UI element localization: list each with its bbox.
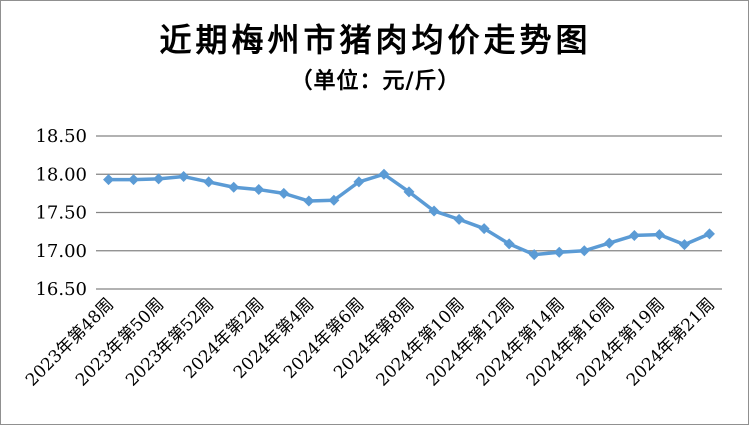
y-axis-tick-label: 17.00 <box>35 241 87 262</box>
data-point-marker <box>303 195 315 207</box>
data-point-marker <box>553 246 565 258</box>
y-axis-tick-label: 18.00 <box>35 164 87 185</box>
x-axis-tick-label: 2023年第50周 <box>72 294 168 390</box>
chart-title: 近期梅州市猪肉均价走势图 <box>159 21 592 59</box>
data-point-marker <box>203 176 215 188</box>
x-axis-tick-label: 2023年第52周 <box>122 294 218 390</box>
data-point-marker <box>353 176 365 188</box>
x-axis-tick-label: 2024年第14周 <box>473 294 569 390</box>
data-point-marker <box>128 174 140 186</box>
x-axis-tick-label: 2023年第48周 <box>22 294 118 390</box>
data-point-marker <box>653 229 665 241</box>
y-axis-tick-label: 18.50 <box>35 126 87 147</box>
price-line <box>106 172 712 257</box>
data-point-marker <box>478 223 490 235</box>
data-point-marker <box>503 238 515 250</box>
data-point-marker <box>578 245 590 257</box>
data-point-marker <box>153 173 165 185</box>
data-point-marker <box>703 228 715 240</box>
data-point-marker <box>253 184 265 196</box>
data-point-marker <box>278 187 290 199</box>
y-axis-tick-label: 17.50 <box>35 203 87 224</box>
price-trend-chart: 18.50 18.00 17.50 17.00 16.502023年第48周2023年第… <box>22 126 722 390</box>
x-axis-tick-label: 2024年第12周 <box>423 294 519 390</box>
x-axis-tick-label: 2024年第10周 <box>373 294 469 390</box>
data-point-marker <box>103 174 115 186</box>
data-point-marker <box>603 237 615 249</box>
x-axis-tick-label: 2024年第19周 <box>573 294 669 390</box>
data-point-marker <box>628 229 640 241</box>
x-axis-tick-label: 2024年第21周 <box>623 294 719 390</box>
data-point-marker <box>328 194 340 206</box>
data-point-marker <box>228 181 240 193</box>
data-point-marker <box>403 186 415 198</box>
data-point-marker <box>528 249 540 261</box>
data-point-marker <box>428 205 440 217</box>
data-point-marker <box>378 168 390 180</box>
chart-subtitle: （单位：元/斤） <box>290 68 461 94</box>
data-point-marker <box>453 213 465 225</box>
data-point-marker <box>678 239 690 251</box>
data-point-marker <box>178 171 190 183</box>
y-axis-tick-label: 16.50 <box>35 279 87 300</box>
x-axis-tick-label: 2024年第16周 <box>523 294 619 390</box>
